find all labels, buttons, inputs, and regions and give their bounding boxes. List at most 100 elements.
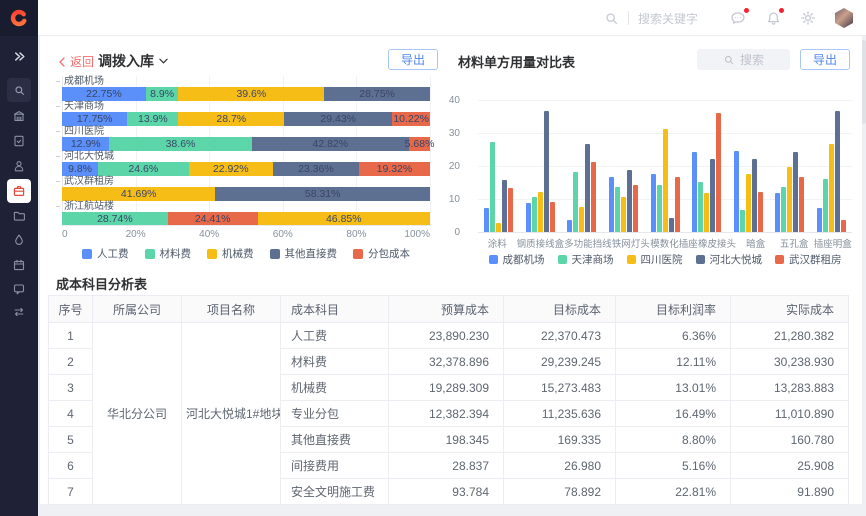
- search-icon: [606, 12, 618, 24]
- y-tick-label: 20: [448, 161, 460, 172]
- bar: [775, 193, 781, 233]
- vertical-scrollbar[interactable]: [862, 40, 866, 124]
- user-avatar[interactable]: [835, 8, 853, 28]
- bar: [840, 219, 846, 233]
- notifications-icon[interactable]: [764, 8, 784, 27]
- transfer-icon[interactable]: [7, 300, 31, 324]
- search-icon: [724, 55, 734, 64]
- search-divider: [628, 11, 629, 25]
- c-logo-icon: [10, 9, 28, 27]
- export-button-right[interactable]: 导出: [800, 49, 851, 70]
- cell-actual: 160.780: [730, 426, 849, 453]
- bar: [828, 143, 834, 233]
- legend-item[interactable]: 成都机场: [488, 252, 545, 267]
- cell-subject: 其他直接费: [280, 426, 389, 453]
- back-button[interactable]: 返回: [58, 53, 94, 70]
- y-tick-label: 30: [448, 128, 460, 139]
- legend-item[interactable]: 四川医院: [626, 252, 683, 267]
- bar-segment: 28.7%: [178, 112, 285, 126]
- folder-icon[interactable]: [7, 204, 31, 228]
- cell-margin: 5.16%: [615, 452, 731, 479]
- stacked-bar-row: 浙江航站楼 28.74% 24.41% 46.85%: [56, 201, 430, 226]
- legend-label: 人工费: [97, 248, 129, 260]
- material-search-input[interactable]: 搜索: [697, 49, 790, 70]
- left-panel-title-dropdown[interactable]: 调拨入库: [98, 51, 168, 71]
- cell-index: 2: [48, 348, 93, 375]
- bar-segment: 23.36%: [272, 162, 359, 176]
- cell-target: 15,273.483: [503, 374, 616, 401]
- cell-index: 4: [48, 400, 93, 427]
- briefcase-icon[interactable]: [7, 179, 31, 203]
- bar-group: [727, 101, 769, 233]
- legend-item[interactable]: 人工费: [82, 246, 129, 261]
- stacked-bar-row: 四川医院 12.9% 38.6% 42.82% 5.68%: [56, 126, 434, 151]
- column-header: 预算成本: [388, 295, 504, 323]
- legend-item[interactable]: 机械费: [207, 246, 254, 261]
- x-tick-label: 橡皮接头: [697, 239, 736, 250]
- bar-group: [478, 101, 520, 233]
- column-header: 实际成本: [730, 295, 849, 323]
- axis-tick: [56, 156, 60, 157]
- bar-segment: 22.75%: [62, 87, 146, 101]
- legend-swatch: [353, 248, 363, 259]
- export-button-left[interactable]: 导出: [388, 49, 439, 70]
- cell-subject: 专业分包: [280, 400, 389, 427]
- material-bar-chart: 0 10 20 30 40: [449, 95, 852, 238]
- building-icon[interactable]: [7, 104, 31, 128]
- bar: [508, 188, 514, 233]
- category-name: 成都机场: [64, 76, 104, 87]
- expand-icon[interactable]: [7, 44, 31, 68]
- chat-icon[interactable]: [7, 277, 31, 301]
- bar: [781, 186, 787, 233]
- back-label: 返回: [70, 55, 95, 69]
- bar: [733, 150, 739, 233]
- legend-label: 成都机场: [502, 254, 545, 266]
- legend-swatch: [207, 248, 217, 259]
- cell-actual: 11,010.890: [730, 400, 849, 427]
- table-row: 5 其他直接费 198.345 169.335 8.80% 160.780: [48, 426, 849, 453]
- category-name: 武汉群租房: [64, 176, 114, 187]
- drop-icon[interactable]: [7, 228, 31, 252]
- legend-label: 其他直接费: [284, 248, 338, 260]
- app-logo[interactable]: [0, 0, 38, 36]
- segment-value: 28.74%: [97, 213, 133, 225]
- cell-project: 河北大悦城1#地块项目: [181, 322, 281, 505]
- segment-value: 28.75%: [359, 88, 395, 100]
- legend-label: 天津商场: [571, 254, 614, 266]
- settings-icon[interactable]: [799, 9, 817, 27]
- legend-item[interactable]: 河北大悦城: [695, 252, 762, 267]
- messages-icon[interactable]: [729, 8, 749, 27]
- legend-item[interactable]: 天津商场: [557, 252, 614, 267]
- bar: [620, 196, 626, 233]
- column-header: 成本科目: [280, 295, 389, 323]
- segment-value: 22.75%: [86, 88, 122, 100]
- legend-item[interactable]: 其他直接费: [269, 246, 338, 261]
- calendar-icon[interactable]: [7, 253, 31, 277]
- user-icon[interactable]: [7, 154, 31, 178]
- bar: [662, 129, 668, 233]
- segment-value: 58.31%: [304, 188, 341, 200]
- document-check-icon[interactable]: [7, 129, 31, 153]
- cell-margin: 16.49%: [615, 400, 731, 427]
- axis-tick: [56, 81, 60, 82]
- cell-index: 3: [48, 374, 93, 401]
- legend-item[interactable]: 武汉群租房: [775, 252, 842, 267]
- axis-tick: [56, 181, 60, 182]
- bar-group: [561, 101, 603, 233]
- cell-budget: 198.345: [388, 426, 504, 453]
- global-search[interactable]: 搜索关键字: [604, 0, 698, 36]
- cell-budget: 32,378.896: [388, 348, 504, 375]
- cell-margin: 8.80%: [615, 426, 731, 453]
- bar-segment: 39.6%: [178, 87, 325, 101]
- segment-value: 8.9%: [150, 88, 175, 100]
- legend-item[interactable]: 材料费: [144, 246, 191, 261]
- legend-item[interactable]: 分包成本: [353, 246, 410, 261]
- bar-segment: 13.9%: [127, 112, 179, 126]
- sidebar-search-icon[interactable]: [7, 78, 31, 102]
- segment-value: 24.6%: [128, 163, 159, 175]
- bar: [626, 170, 632, 233]
- cell-subject: 安全文明施工费: [280, 478, 389, 505]
- bar: [751, 158, 757, 233]
- axis-tick: [56, 206, 60, 207]
- cell-target: 22,370.473: [503, 322, 616, 349]
